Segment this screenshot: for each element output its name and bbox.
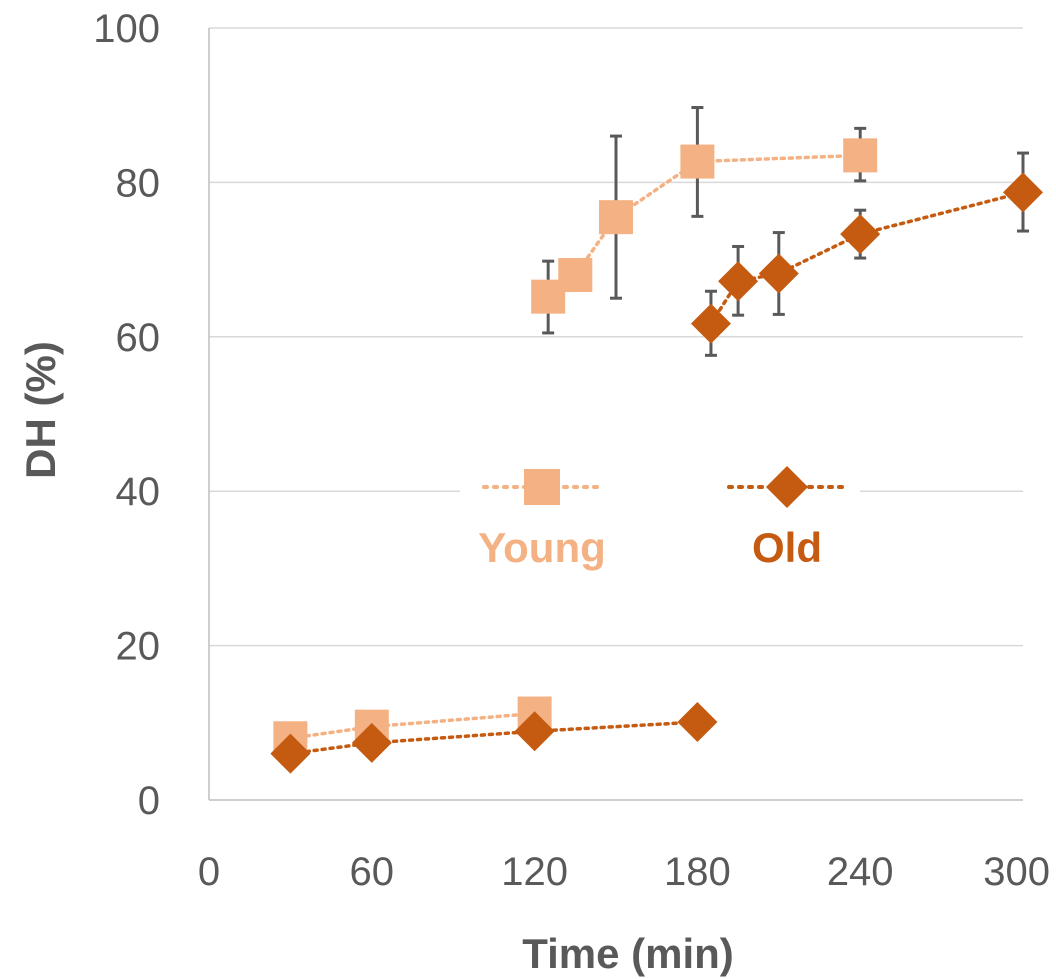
- x-tick-label: 0: [198, 850, 220, 894]
- series-lines: [288, 153, 1025, 756]
- legend-old-label: Old: [752, 524, 822, 571]
- old-data-point: [718, 261, 759, 302]
- axes: [208, 28, 1023, 801]
- old-data-point: [758, 253, 799, 294]
- old-data-point: [1003, 172, 1043, 213]
- old-data-point: [351, 722, 392, 763]
- series-markers: [270, 138, 1043, 774]
- legend: Young Old: [460, 460, 860, 578]
- old-data-point: [840, 214, 881, 255]
- young-data-point: [558, 258, 593, 293]
- old-series-line: [288, 720, 700, 756]
- x-tick-label: 120: [501, 850, 568, 894]
- old-data-point: [270, 733, 311, 774]
- young-data-point: [680, 144, 715, 179]
- old-data-point: [677, 702, 718, 743]
- y-tick-label: 100: [93, 7, 160, 51]
- young-data-point: [599, 200, 633, 235]
- y-tick-label: 60: [116, 316, 161, 360]
- y-axis-title: DH (%): [17, 341, 64, 479]
- old-series-line: [709, 190, 1025, 326]
- legend-young-marker: [524, 469, 560, 505]
- y-tick-label: 0: [138, 779, 160, 823]
- x-tick-label: 180: [664, 850, 731, 894]
- young-data-point: [843, 138, 878, 173]
- old-data-point: [514, 711, 555, 752]
- y-tick-label: 80: [116, 161, 161, 205]
- legend-young-label: Young: [478, 524, 606, 571]
- gridlines: [209, 27, 1023, 647]
- tick-labels: 0 20 40 60 80 100 0 60 120 180 240 300: [93, 7, 1050, 894]
- x-tick-label: 60: [350, 850, 395, 894]
- x-tick-label: 240: [827, 850, 894, 894]
- x-tick-label: 300: [983, 850, 1050, 894]
- y-tick-label: 40: [116, 470, 161, 514]
- legend-old-marker: [766, 466, 808, 508]
- old-data-point: [690, 303, 731, 344]
- y-tick-label: 20: [116, 625, 161, 669]
- x-axis-title: Time (min): [522, 930, 734, 977]
